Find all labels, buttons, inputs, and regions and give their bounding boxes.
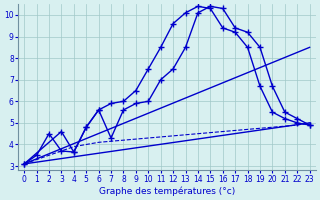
X-axis label: Graphe des températures (°c): Graphe des températures (°c) (99, 186, 235, 196)
